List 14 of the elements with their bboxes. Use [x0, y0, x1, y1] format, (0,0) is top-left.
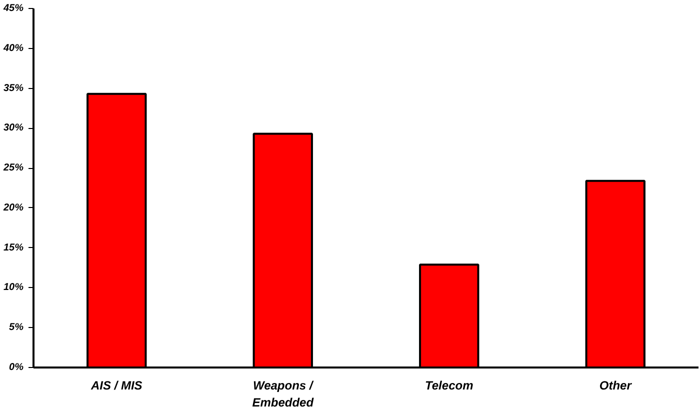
y-tick-label: 5%: [9, 322, 24, 334]
y-tick-label: 0%: [9, 362, 24, 373]
y-tick-label: 45%: [2, 3, 24, 14]
y-tick-label: 15%: [3, 242, 24, 254]
x-tick-label: AIS / MIS: [90, 378, 142, 392]
x-tick-label: Other: [599, 378, 633, 392]
y-tick-label: 35%: [3, 82, 24, 94]
y-tick-label: 20%: [2, 202, 24, 214]
y-tick-label: 40%: [2, 42, 24, 54]
y-tick-label: 25%: [2, 162, 24, 174]
x-tick-label: Weapons / Embedded: [252, 378, 314, 410]
y-tick-label: 10%: [3, 282, 24, 294]
y-tick-label: 30%: [3, 122, 24, 134]
x-tick-label: Telecom: [425, 378, 474, 392]
